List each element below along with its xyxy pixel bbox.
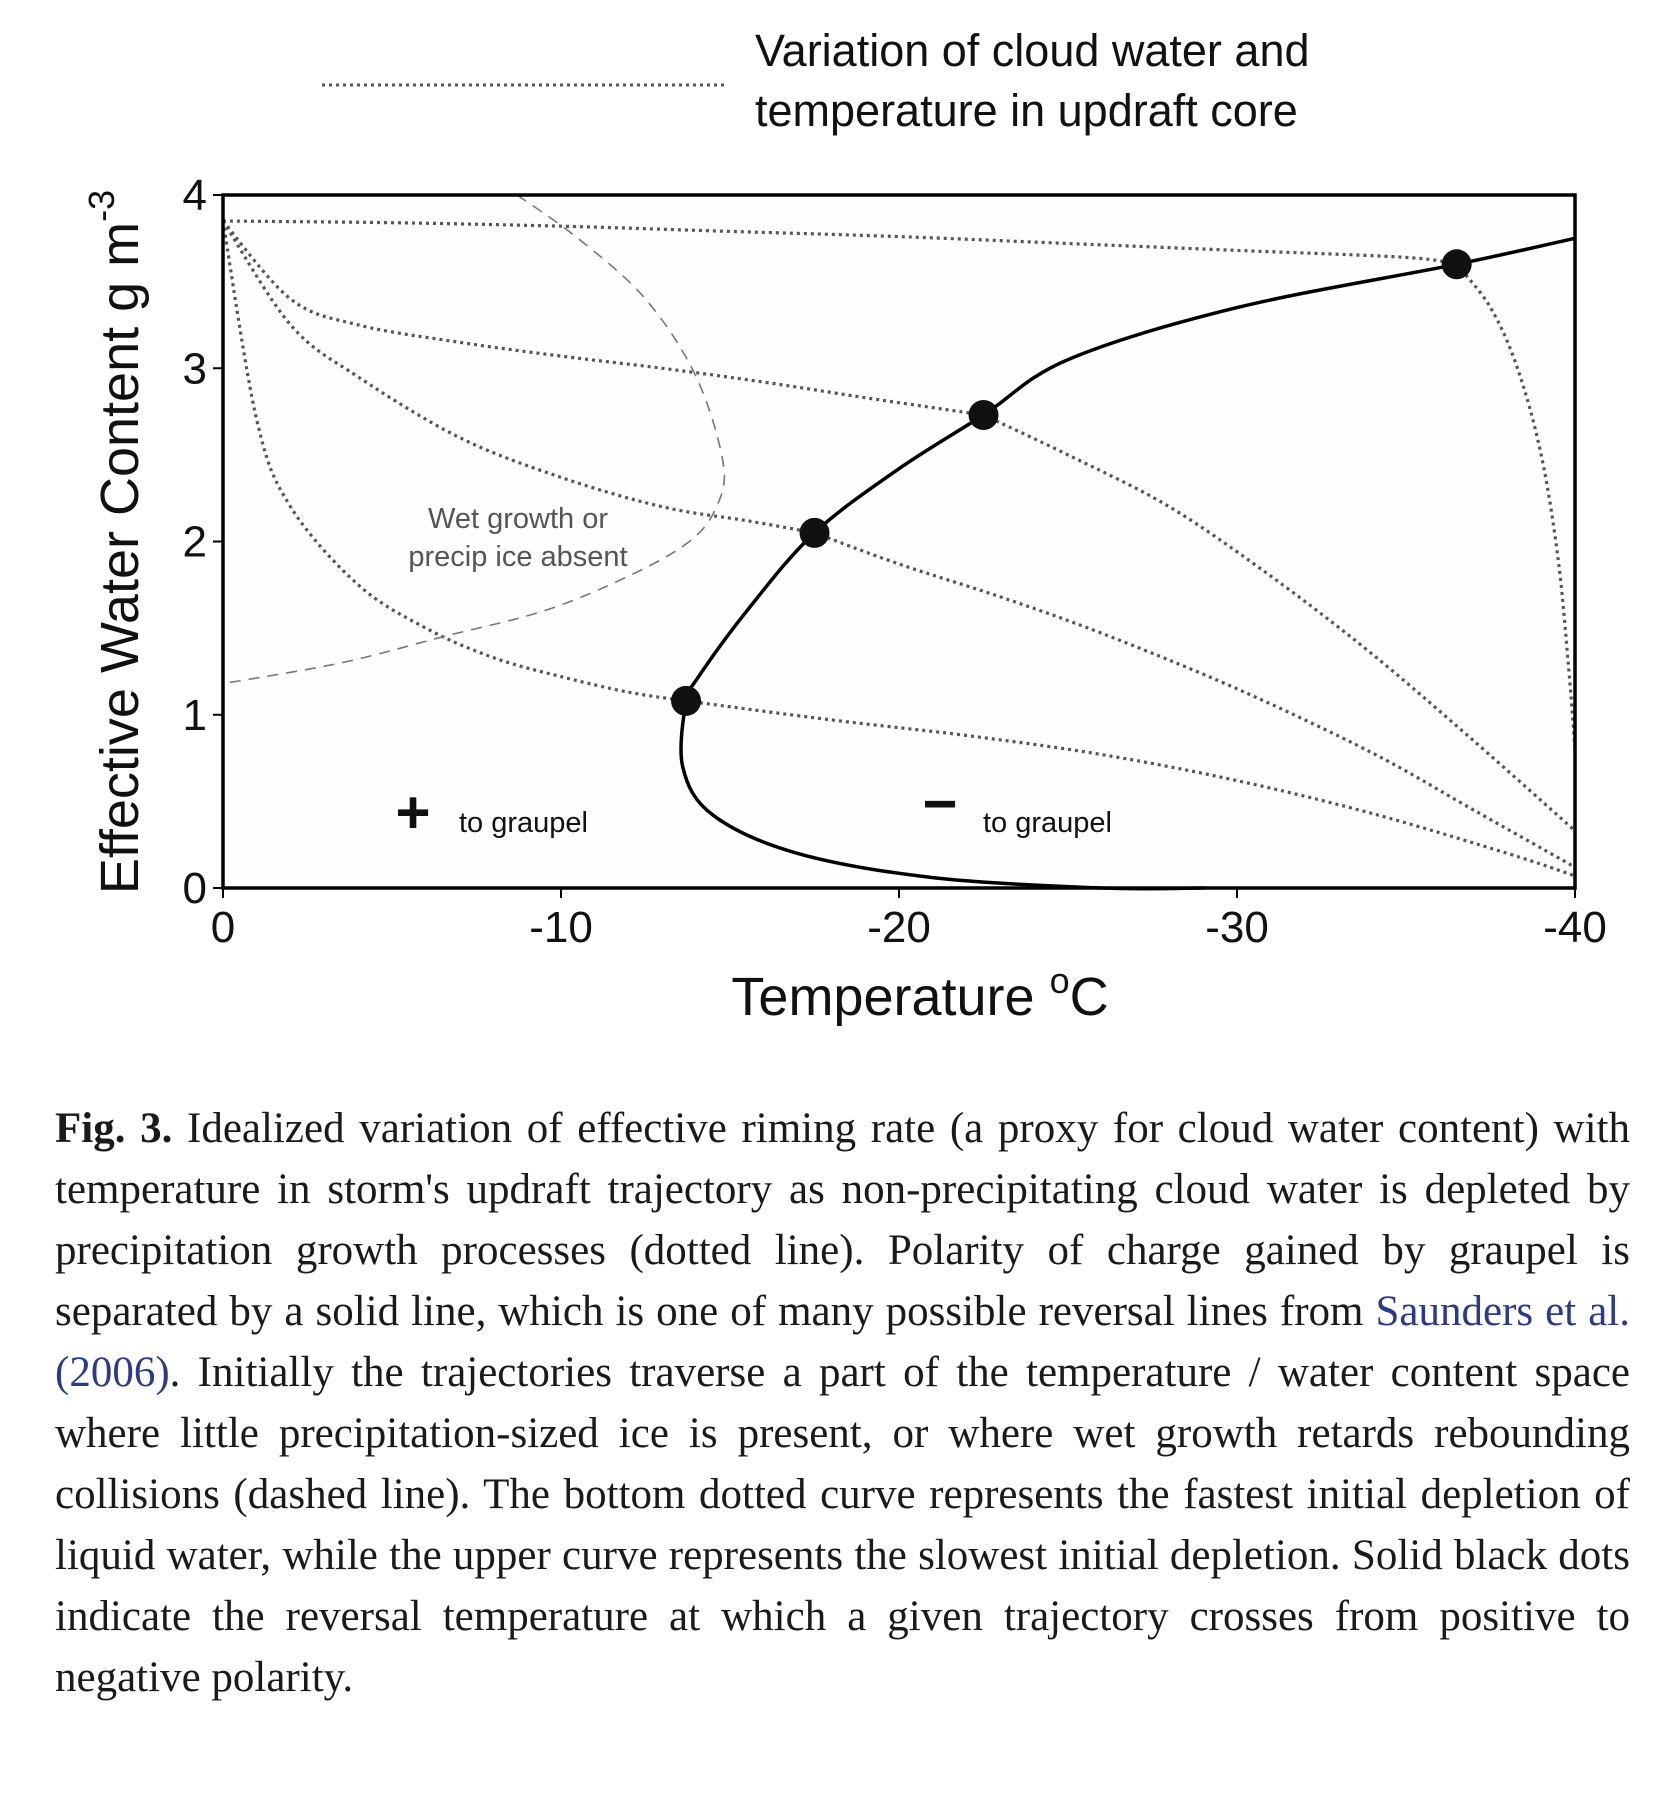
- x-tick-label-0: 0: [211, 903, 235, 952]
- positive-label: to graupel: [459, 807, 588, 839]
- y-tick-label-4: 4: [183, 171, 207, 220]
- dotted-trajectory-7: [685, 699, 1576, 878]
- y-tick-label-3: 3: [183, 344, 207, 393]
- x-axis-title-text: Temperature: [731, 967, 1049, 1027]
- x-axis-title-sup: o: [1050, 960, 1070, 1001]
- dotted-trajectories: [221, 219, 1577, 878]
- dotted-trajectory-3: [982, 413, 1577, 832]
- positive-sign: +: [395, 779, 430, 846]
- caption-reference-link[interactable]: Saunders et al. (2006): [55, 1288, 1630, 1396]
- x-axis-title-unit: C: [1070, 967, 1109, 1027]
- x-tick-label-2: -20: [867, 903, 931, 952]
- reversal-point-0: [1441, 249, 1472, 280]
- reversal-point-2: [799, 517, 830, 548]
- y-axis-title-sup: -3: [81, 190, 122, 222]
- wet-growth-dashed-line: [222, 194, 726, 685]
- caption-text-part2: . Initially the trajectories traverse a …: [55, 1349, 1630, 1701]
- reversal-point-3: [671, 685, 702, 716]
- caption-text-part1: Idealized variation of effective riming …: [55, 1105, 1630, 1335]
- plot-area: [223, 195, 1575, 888]
- legend-label-line2: temperature in updraft core: [755, 85, 1298, 136]
- wet-growth-label-line2: precip ice absent: [408, 541, 627, 573]
- dotted-trajectory-0: [222, 219, 1457, 266]
- reversal-line-group: [679, 236, 1576, 891]
- chart: Variation of cloud water and temperature…: [81, 25, 1607, 1027]
- dotted-trajectory-5: [813, 531, 1576, 869]
- reversal-point-1: [968, 400, 999, 431]
- negative-sign: −: [922, 770, 957, 837]
- y-tick-label-0: 0: [183, 864, 207, 913]
- dotted-trajectory-1: [1455, 263, 1577, 750]
- caption-fig-label: Fig. 3.: [55, 1105, 173, 1152]
- y-axis-title: Effective Water Content g m-3: [81, 190, 150, 894]
- legend-label-line1: Variation of cloud water and: [755, 25, 1310, 76]
- y-tick-label-2: 2: [183, 518, 207, 567]
- x-tick-label-4: -40: [1543, 903, 1607, 952]
- x-tick-label-3: -30: [1205, 903, 1269, 952]
- wet-growth-boundary: [222, 194, 726, 685]
- axis-ticks: 0 -10 -20 -30 -40 0 1 2 3 4: [183, 171, 1607, 952]
- x-axis-title: Temperature oC: [731, 960, 1108, 1027]
- reversal-points: [671, 249, 1472, 716]
- y-axis-title-text: Effective Water Content g m: [90, 222, 150, 894]
- y-tick-label-1: 1: [183, 691, 207, 740]
- reversal-solid-line: [679, 236, 1576, 891]
- negative-label: to graupel: [983, 807, 1112, 839]
- wet-growth-label-line1: Wet growth or: [428, 503, 608, 535]
- x-tick-label-1: -10: [529, 903, 593, 952]
- dotted-trajectory-2: [221, 219, 984, 417]
- figure-caption: Fig. 3. Idealized variation of effective…: [55, 1098, 1630, 1708]
